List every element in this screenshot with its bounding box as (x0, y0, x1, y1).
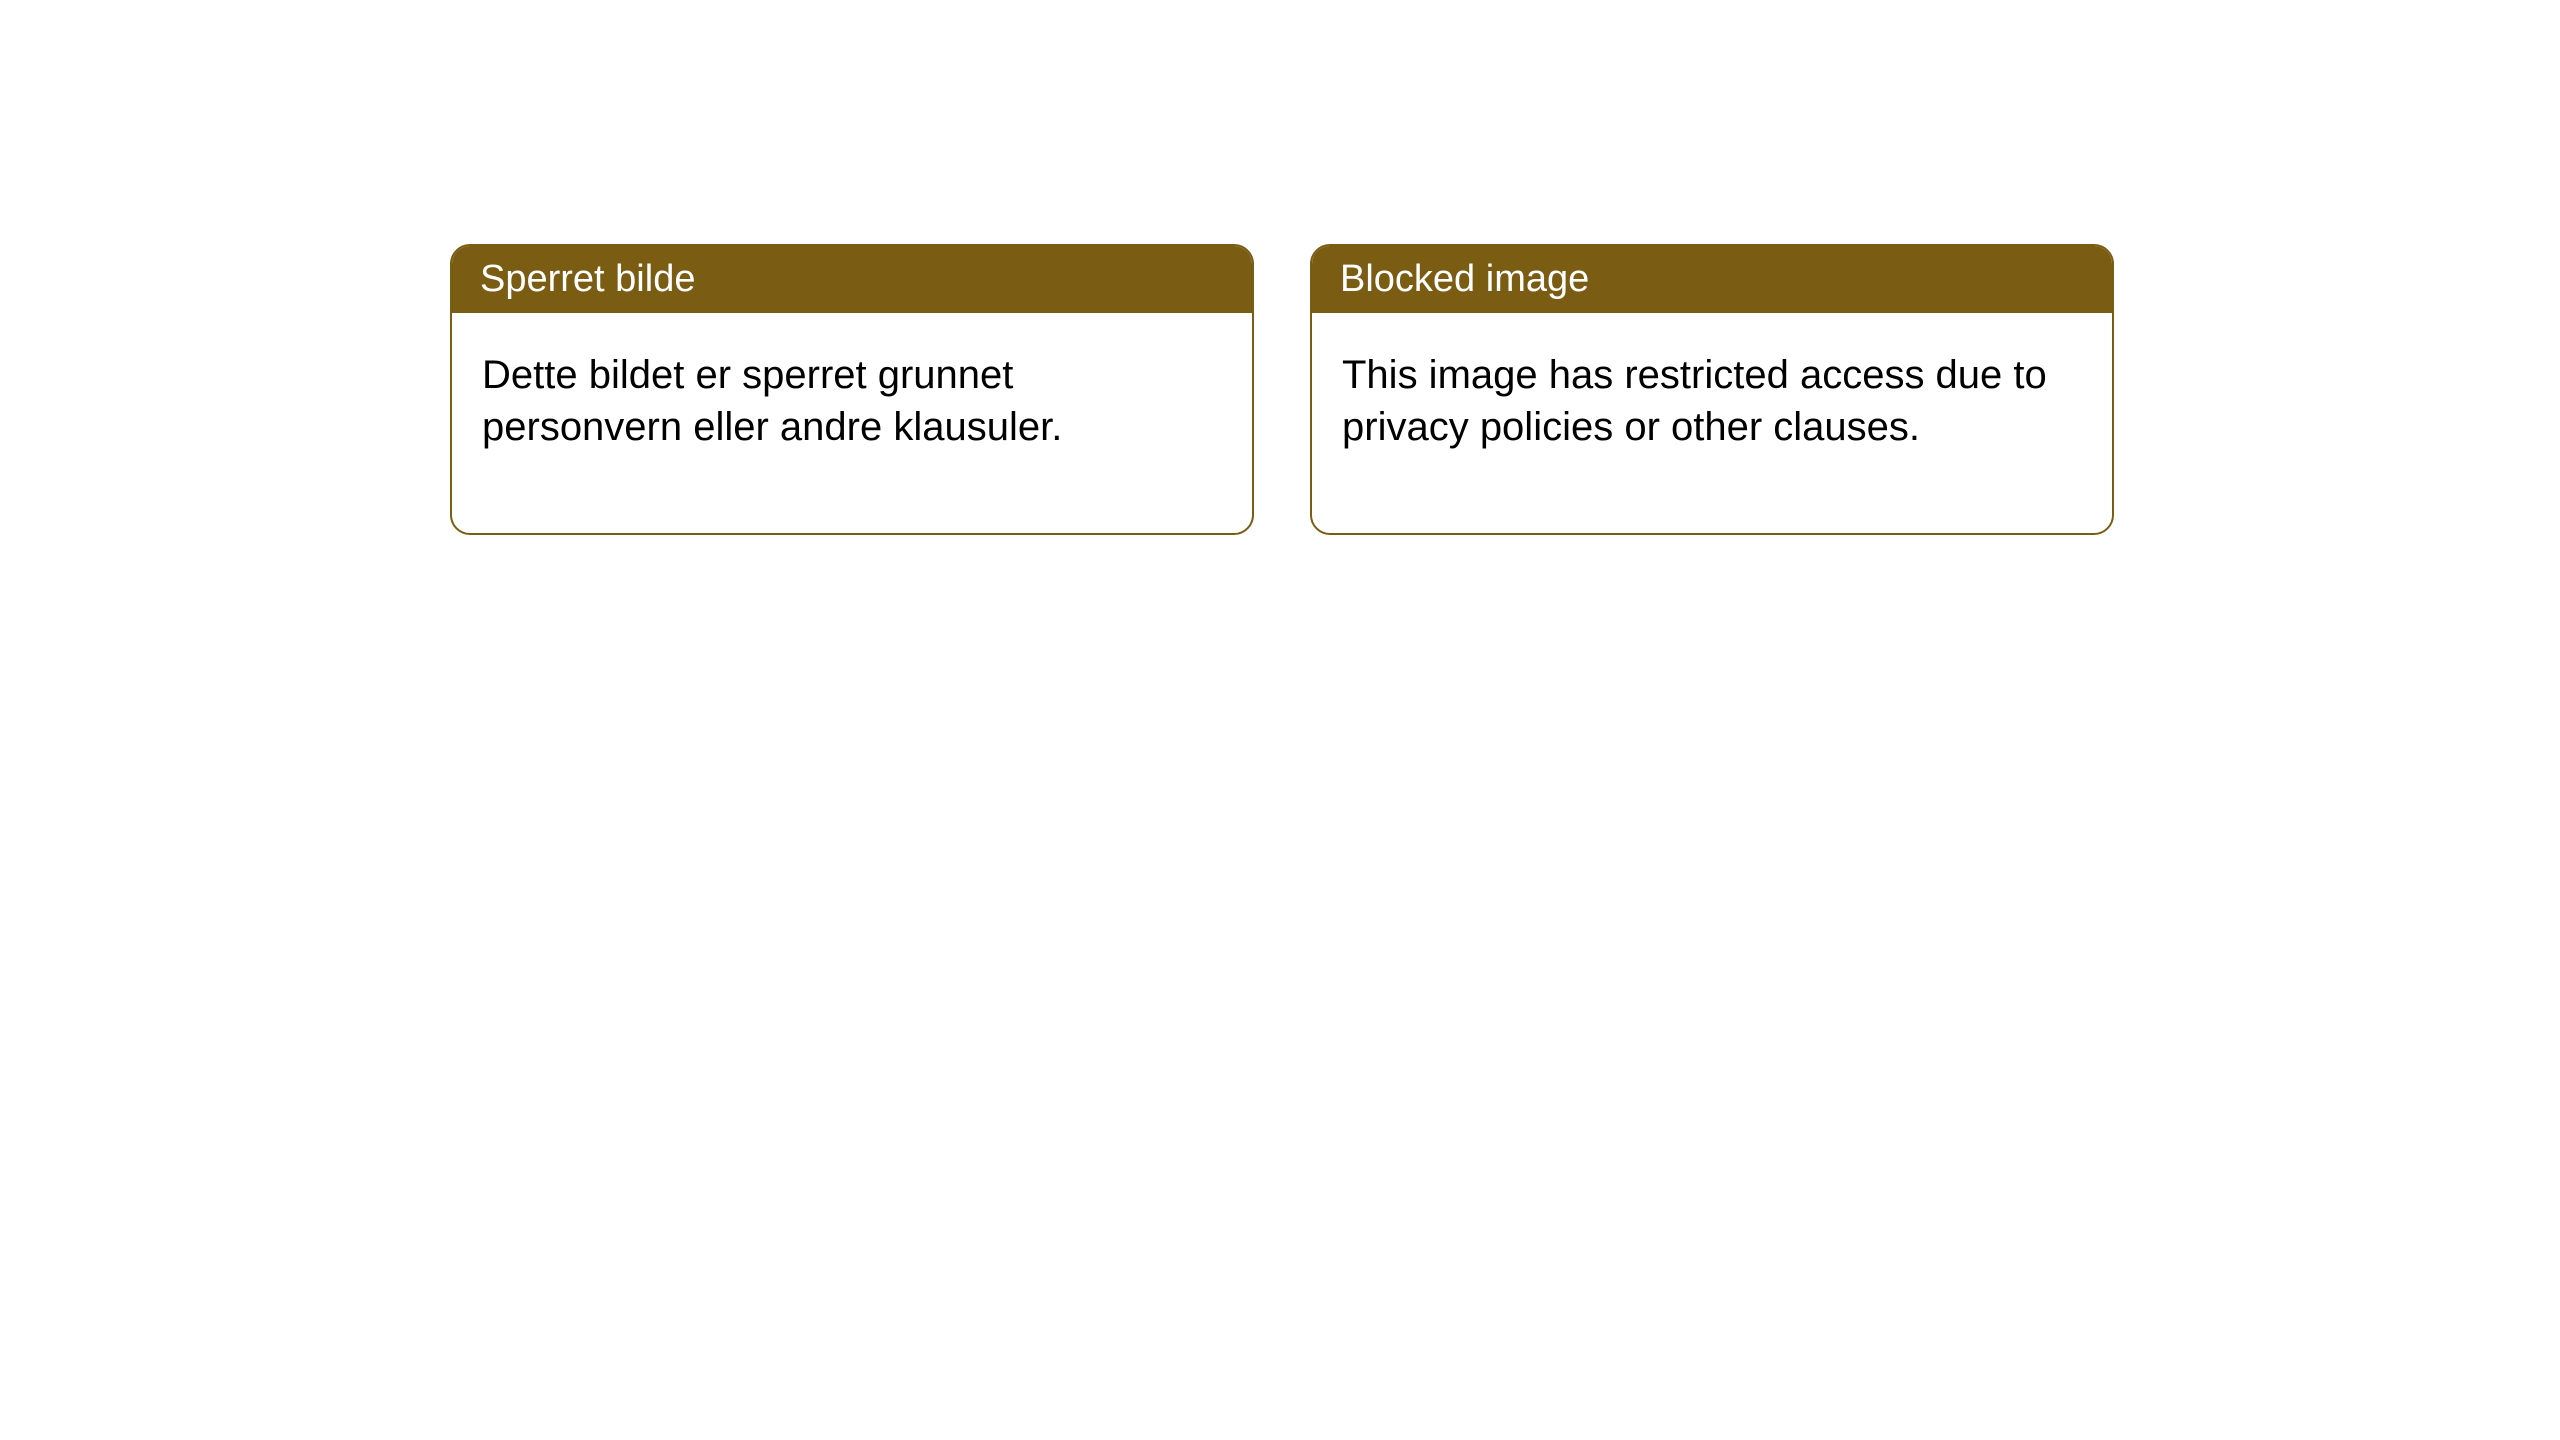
notice-body: This image has restricted access due to … (1312, 313, 2112, 533)
notice-title: Sperret bilde (452, 246, 1252, 313)
notice-body: Dette bildet er sperret grunnet personve… (452, 313, 1252, 533)
notice-title: Blocked image (1312, 246, 2112, 313)
notice-card-english: Blocked image This image has restricted … (1310, 244, 2114, 535)
notice-container: Sperret bilde Dette bildet er sperret gr… (0, 0, 2560, 535)
notice-card-norwegian: Sperret bilde Dette bildet er sperret gr… (450, 244, 1254, 535)
